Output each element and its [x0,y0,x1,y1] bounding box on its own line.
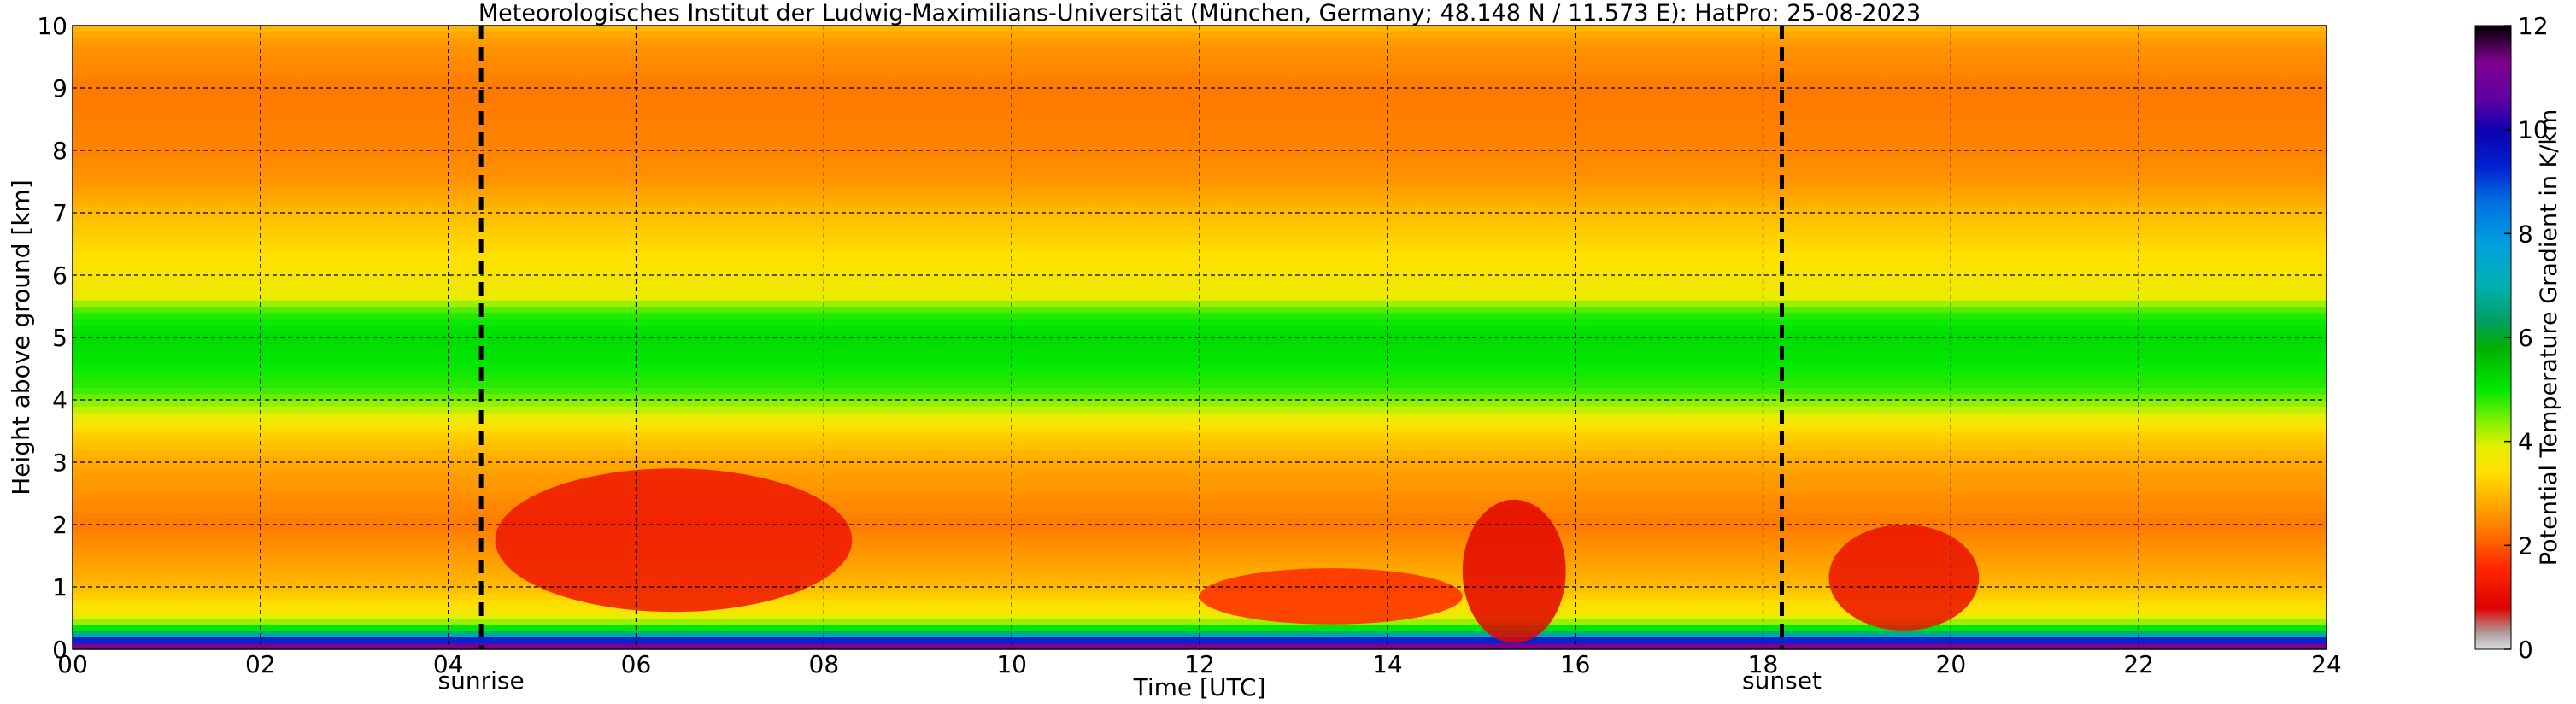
y-tick-label: 10 [37,12,67,40]
x-axis-ticks: 00 02 04 06 08 10 12 14 16 18 20 22 24 [57,650,2342,678]
heatmap-band [73,81,2327,89]
heatmap-features [495,468,1980,643]
heatmap-band [73,406,2327,414]
heatmap-band [73,206,2327,214]
heatmap-band [73,506,2327,513]
y-tick-label: 0 [52,636,67,664]
heatmap-band [73,219,2327,226]
colorbar: 0 2 4 6 8 10 12 Potential Temperature Gradient… [2474,12,2562,664]
heatmap-band [73,580,2327,588]
y-axis-ticks: 0 1 2 3 4 5 6 7 8 9 10 [37,12,67,664]
plot-frame [72,25,2327,650]
heatmap-band [73,181,2327,189]
heatmap-band [73,549,2327,557]
colorbar-ticks: 0 2 4 6 8 10 12 [2504,12,2549,664]
annotations: sunrise sunset [438,26,1822,695]
colorbar-tick-label: 12 [2518,12,2549,40]
heatmap-band [73,281,2327,289]
heatmap-band [73,106,2327,114]
heatmap-band [73,343,2327,351]
heatmap-band [73,113,2327,120]
heatmap-feature [495,468,853,613]
colorbar-label: Potential Temperature Gradient in K/km [2536,109,2562,566]
heatmap-band [73,119,2327,126]
heatmap-band [73,512,2327,519]
heatmap-band [73,605,2327,613]
heatmap-feature [1828,525,1980,631]
heatmap-band [73,50,2327,58]
colorbar-tick-label: 4 [2518,428,2533,456]
colorbar-tick-label: 8 [2518,220,2533,248]
heatmap-band [73,374,2327,382]
heatmap-band [73,480,2327,488]
heatmap-band [73,642,2327,649]
x-tick-label: 20 [1936,650,1967,678]
x-tick-label: 08 [809,650,840,678]
x-tick-label: 16 [1560,650,1591,678]
colorbar-tick-label: 0 [2518,636,2533,664]
heatmap-band [73,213,2327,220]
grid [73,26,2327,649]
heatmap-band [73,437,2327,444]
heatmap-band [73,44,2327,51]
y-tick-label: 7 [52,199,67,227]
x-tick-label: 12 [1184,650,1215,678]
heatmap-band [73,249,2327,257]
heatmap-band [73,474,2327,482]
x-tick-label: 02 [245,650,276,678]
y-tick-label: 3 [52,449,67,477]
heatmap-band [73,337,2327,344]
y-tick-label: 8 [52,137,67,165]
x-tick-label: 24 [2311,650,2342,678]
y-tick-label: 9 [52,74,67,103]
heatmap-band [73,612,2327,619]
x-tick-label: 14 [1372,650,1403,678]
colorbar-tick-label: 2 [2518,531,2533,560]
sunset-label: sunset [1742,666,1822,695]
heatmap-band [73,144,2327,151]
colorbar-tick-label: 6 [2518,324,2533,352]
heatmap-band [73,537,2327,544]
x-axis-label: Time [UTC] [1133,673,1266,701]
heatmap-band [73,306,2327,314]
heatmap-feature [1200,568,1463,625]
y-tick-label: 5 [52,324,67,352]
y-axis-label: Height above ground [km] [7,179,35,496]
x-tick-label: 18 [1748,650,1779,678]
heatmap-band [73,275,2327,282]
heatmap-band [73,312,2327,320]
y-tick-label: 2 [52,511,67,539]
x-tick-label: 06 [621,650,652,678]
y-tick-label: 6 [52,261,67,290]
heatmap-band [73,175,2327,183]
heatmap-band [73,381,2327,388]
x-tick-label: 22 [2123,650,2154,678]
x-tick-label: 10 [996,650,1027,678]
heatmap-band [73,349,2327,357]
y-tick-label: 1 [52,573,67,601]
heatmap-feature [1462,499,1566,643]
heatmap-band [73,574,2327,582]
x-tick-label: 00 [57,650,88,678]
heatmap-band [73,150,2327,157]
y-tick-label: 4 [52,386,67,414]
heatmap-band [73,637,2327,644]
heatmap-band [73,443,2327,450]
heatmap-band [73,543,2327,550]
heatmap-band [73,412,2327,419]
heatmap-band [73,75,2327,83]
chart-title: Meteorologisches Institut der Ludwig-Max… [478,0,1921,26]
colorbar-tick-label: 10 [2518,116,2549,144]
sunrise-label: sunrise [438,666,525,695]
x-tick-label: 04 [433,650,464,678]
heatmap-band [73,449,2327,457]
heatmap-band [73,319,2327,326]
heatmap-band [73,243,2327,251]
